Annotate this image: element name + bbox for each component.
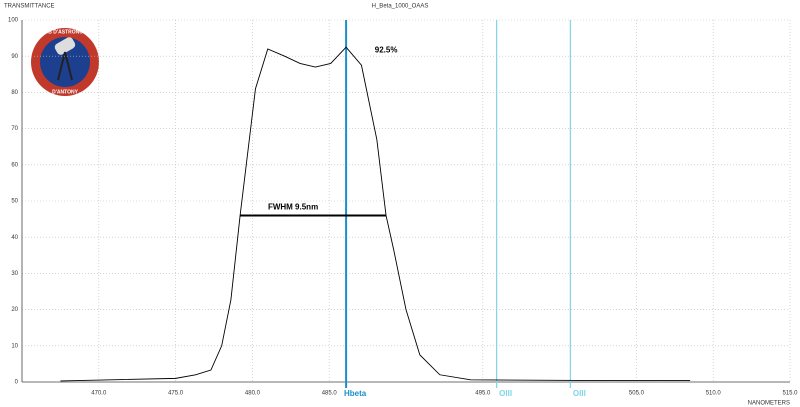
x-tick-label: 505.0: [629, 391, 645, 397]
y-tick-label: 80: [11, 90, 18, 96]
x-tick-label: 495.0: [475, 391, 491, 397]
y-tick-label: 40: [11, 235, 18, 241]
reference-label: OIII: [573, 389, 586, 398]
x-tick-label: 510.0: [706, 391, 722, 397]
x-tick-label: 515.0: [782, 391, 798, 397]
logo-text: CLUB D'ASTRONOMIE: [38, 29, 93, 35]
x-tick-label: 470.0: [91, 391, 107, 397]
x-tick-label: 485.0: [322, 391, 338, 397]
logo-telescope: [54, 37, 76, 55]
logo: CLUB D'ASTRONOMIE D'ANTONY: [31, 28, 99, 96]
y-axis-label: TRANSMITTANCE: [4, 4, 55, 10]
logo-tripod: [57, 51, 66, 81]
y-tick-label: 10: [11, 343, 18, 349]
reference-label: OIII: [499, 389, 512, 398]
logo-tripod: [64, 51, 73, 81]
y-tick-label: 20: [11, 307, 18, 313]
y-tick-label: 50: [11, 199, 18, 205]
x-tick-label: 475.0: [168, 391, 184, 397]
y-tick-label: 90: [11, 54, 18, 60]
logo-text: D'ANTONY: [52, 89, 78, 95]
reference-label: Hbeta: [344, 389, 367, 398]
y-tick-label: 60: [11, 162, 18, 168]
y-tick-label: 30: [11, 271, 18, 277]
chart-title: H_Beta_1000_OAAS: [372, 4, 429, 10]
series-line: [60, 46, 691, 382]
logo-center: [40, 37, 90, 87]
y-tick-label: 0: [15, 380, 19, 386]
x-axis-label: NANOMETERS: [748, 401, 790, 407]
fwhm-label: FWHM 9.5nm: [268, 203, 318, 212]
y-tick-label: 100: [8, 18, 19, 24]
x-tick-label: 480.0: [245, 391, 261, 397]
y-tick-label: 70: [11, 126, 18, 132]
peak-label: 92.5%: [375, 45, 398, 54]
